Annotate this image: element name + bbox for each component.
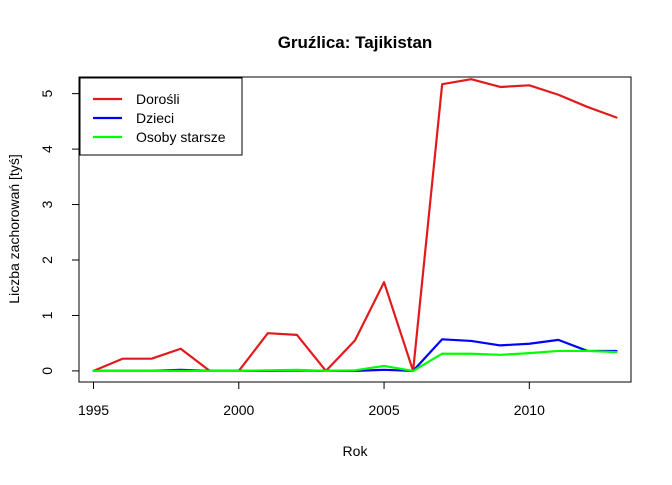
x-tick-label: 2010 [514, 402, 545, 418]
series-lines [92, 78, 618, 373]
y-tick-label: 5 [39, 90, 55, 98]
legend-box [79, 77, 243, 156]
legend-label: Dorośli [136, 91, 180, 107]
x-tick-label: 2005 [368, 402, 399, 418]
series-line-1 [92, 78, 618, 373]
y-tick-label: 0 [39, 367, 55, 375]
y-axis: 0 1 2 3 4 5 [39, 90, 80, 375]
y-axis-label: Liczba zachorowań [tyś] [6, 154, 22, 303]
series-line-3 [92, 349, 618, 373]
chart-title: Gruźlica: Tajikistan [278, 33, 433, 52]
y-tick-label: 1 [39, 311, 55, 319]
x-axis: 1995 2000 2005 2010 [78, 381, 545, 418]
y-tick-label: 4 [39, 145, 55, 153]
x-tick-label: 2000 [223, 402, 254, 418]
y-tick-label: 2 [39, 256, 55, 264]
legend-label: Osoby starsze [136, 129, 226, 145]
x-axis-label: Rok [343, 443, 369, 459]
x-tick-label: 1995 [78, 402, 109, 418]
y-tick-label: 3 [39, 200, 55, 208]
legend: Dorośli Dzieci Osoby starsze [79, 77, 243, 156]
legend-label: Dzieci [136, 110, 174, 126]
series-line-2 [92, 338, 618, 373]
